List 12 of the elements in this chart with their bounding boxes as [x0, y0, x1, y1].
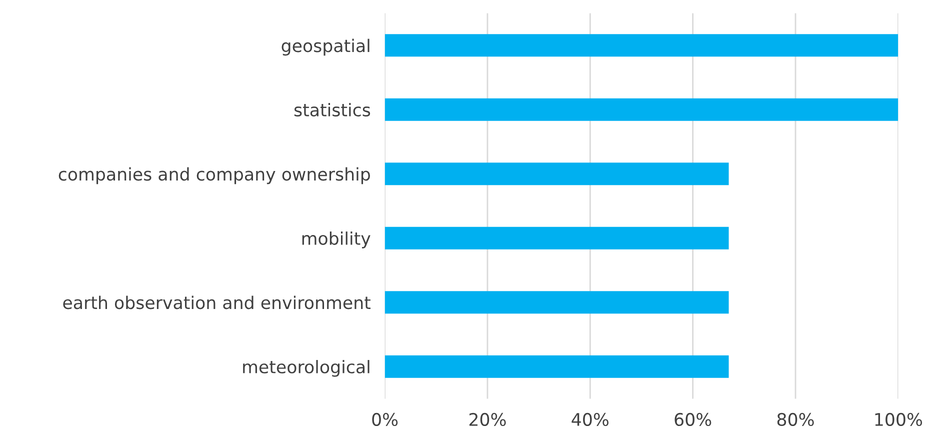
x-tick-label: 20% — [469, 412, 506, 426]
y-tick-label: meteorological — [243, 360, 370, 377]
x-tick-label: 0% — [372, 412, 398, 426]
y-tick-label: statistics — [294, 103, 370, 116]
y-tick-label: companies and company ownership — [58, 167, 370, 184]
y-tick-label: geospatial — [282, 38, 370, 56]
x-tick-label: 60% — [674, 412, 712, 426]
y-tick-label: mobility — [302, 232, 370, 248]
x-tick-label: 80% — [777, 412, 814, 426]
x-tick-label: 40% — [572, 412, 608, 426]
y-tick-label: earth observation and environment — [63, 296, 370, 310]
x-tick-label: 100% — [875, 412, 922, 426]
